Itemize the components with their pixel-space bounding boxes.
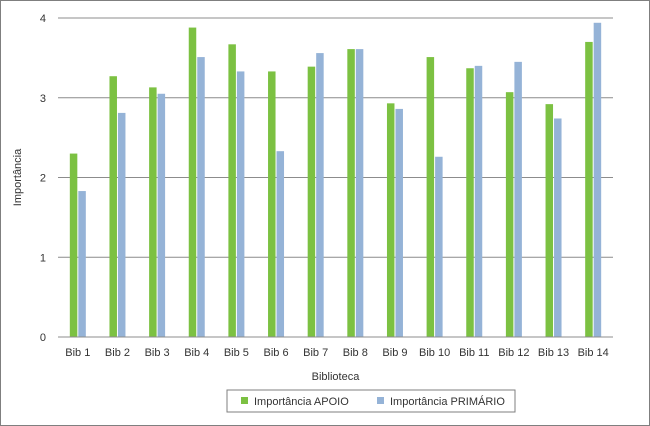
- y-tick-label: 0: [40, 332, 46, 344]
- bar-primario: [474, 65, 483, 337]
- bar-primario: [197, 57, 205, 337]
- legend: Importância APOIO Importância PRIMÁRIO: [226, 389, 516, 413]
- x-tick-label: Bib 3: [145, 347, 170, 359]
- bar-apoio: [585, 41, 593, 338]
- x-tick-label: Bib 9: [382, 347, 407, 359]
- y-axis-ticks: 0 1 2 3 4: [40, 13, 46, 344]
- bar-apoio: [426, 57, 435, 337]
- y-tick-label: 3: [40, 93, 46, 105]
- x-axis-title: Biblioteca: [312, 371, 361, 383]
- x-tick-label: Bib 2: [105, 347, 130, 359]
- bar-apoio: [386, 103, 395, 338]
- bar-apoio: [545, 104, 554, 337]
- x-tick-label: Bib 5: [224, 347, 249, 359]
- bar-primario: [514, 61, 522, 338]
- bar-apoio: [268, 71, 276, 338]
- bar-apoio: [109, 76, 117, 337]
- y-tick-label: 1: [40, 252, 46, 264]
- bar-primario: [355, 49, 364, 337]
- x-tick-label: Bib 14: [578, 347, 609, 359]
- x-tick-label: Bib 10: [419, 347, 450, 359]
- bar-primario: [157, 93, 166, 337]
- bar-primario: [593, 22, 602, 337]
- x-tick-label: Bib 1: [65, 347, 90, 359]
- bar-apoio: [505, 92, 514, 337]
- x-tick-label: Bib 13: [538, 347, 569, 359]
- y-tick-label: 2: [40, 173, 46, 185]
- legend-swatch-apoio: [241, 397, 248, 404]
- bar-primario: [78, 191, 86, 337]
- bar-apoio: [69, 153, 78, 337]
- x-tick-label: Bib 7: [303, 347, 328, 359]
- bar-primario: [316, 53, 324, 338]
- bar-primario: [435, 156, 443, 337]
- x-axis-ticks: Bib 1 Bib 2 Bib 3 Bib 4 Bib 5 Bib 6 Bib 7 Bib 8…: [65, 347, 608, 359]
- y-tick-label: 4: [40, 13, 46, 25]
- x-tick-label: Bib 11: [459, 347, 489, 359]
- legend-label-primario: Importância PRIMÁRIO: [390, 395, 505, 408]
- bar-primario: [236, 71, 245, 338]
- x-tick-label: Bib 8: [343, 347, 368, 359]
- bar-apoio: [149, 87, 157, 337]
- bar-primario: [395, 108, 403, 337]
- legend-swatch-primario: [377, 397, 384, 404]
- bars: [69, 22, 602, 338]
- bar-apoio: [188, 27, 197, 337]
- y-axis-title: Importância: [12, 148, 24, 206]
- bar-primario: [554, 118, 562, 337]
- legend-label-apoio: Importância APOIO: [254, 396, 349, 408]
- bar-apoio: [307, 66, 316, 338]
- bar-primario: [117, 112, 126, 337]
- bar-apoio: [466, 68, 474, 338]
- x-tick-label: Bib 6: [263, 347, 288, 359]
- x-tick-label: Bib 12: [498, 347, 529, 359]
- x-tick-label: Bib 4: [184, 347, 209, 359]
- bar-primario: [276, 151, 285, 337]
- gridlines: [58, 17, 613, 258]
- bar-apoio: [228, 44, 236, 337]
- bar-apoio: [347, 49, 355, 337]
- legend-box: [226, 389, 516, 413]
